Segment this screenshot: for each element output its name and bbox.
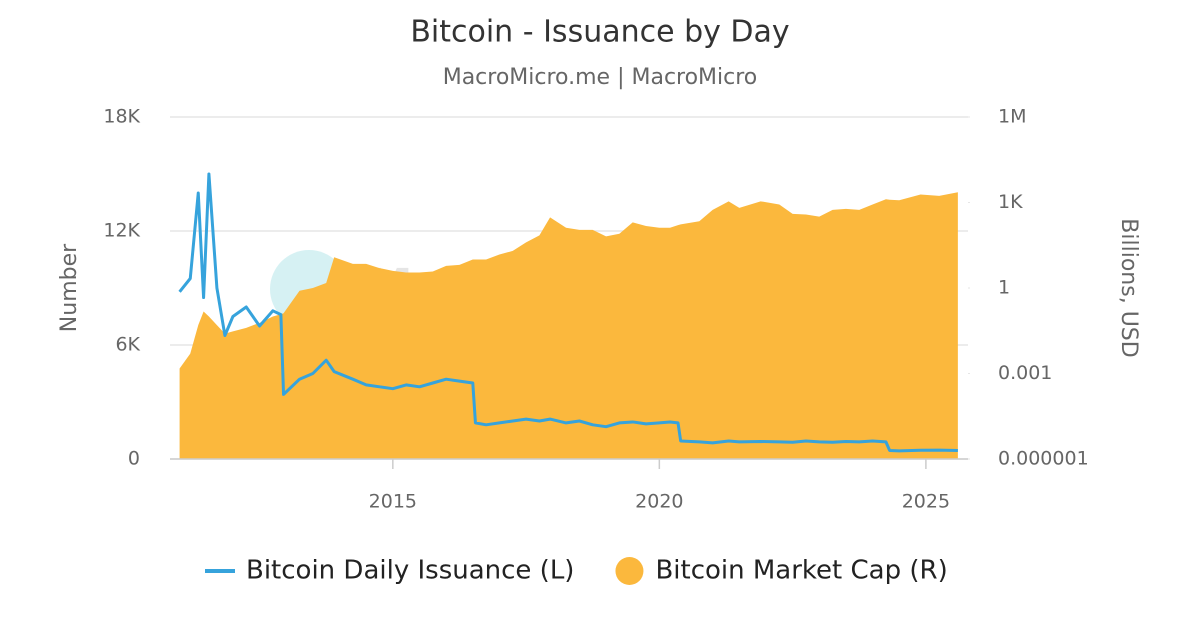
chart-subtitle: MacroMicro.me | MacroMicro (443, 65, 758, 90)
area (179, 192, 958, 460)
y2-tick-label: 0.000001 (998, 448, 1089, 470)
line (178, 172, 958, 453)
legend-marker (615, 557, 644, 585)
legend-label: Bitcoin Market Cap (R) (655, 556, 947, 586)
y2-tick-label: 1M (998, 106, 1026, 128)
chart-title: Bitcoin - Issuance by Day (410, 15, 789, 50)
y2-tick-label: 1 (998, 277, 1010, 299)
y-axis-title: Number (57, 243, 82, 332)
legend-label: Bitcoin Daily Issuance (L) (246, 556, 574, 586)
y2-tick-label: 0.001 (998, 362, 1052, 384)
legend-item: Bitcoin Daily Issuance (L) (205, 556, 574, 586)
x-tick-label: 2020 (635, 491, 683, 513)
y-tick-label: 12K (103, 220, 140, 242)
y-tick-label: 18K (103, 106, 140, 128)
x-tick-label: 2025 (902, 491, 950, 513)
y-tick-label: 0 (128, 448, 140, 470)
legend-item: Bitcoin Market Cap (R) (615, 556, 948, 586)
y-tick-label: 6K (115, 334, 140, 356)
y2-axis-title: Billions, USD (1116, 218, 1141, 357)
y2-tick-label: 1K (998, 191, 1023, 213)
x-tick-label: 2015 (369, 491, 417, 513)
